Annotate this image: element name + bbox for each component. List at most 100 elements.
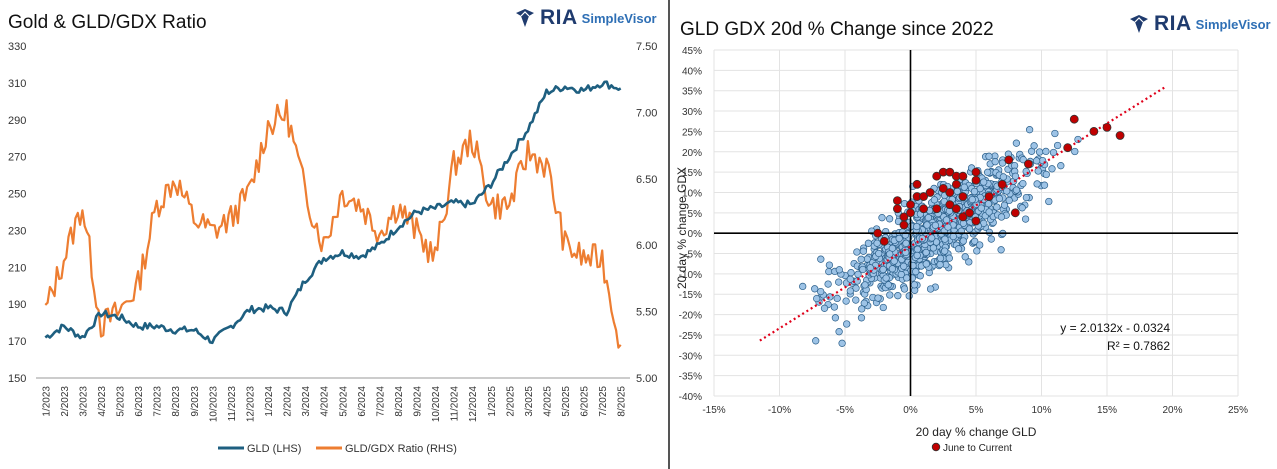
scatter-point: [1057, 162, 1065, 170]
scatter-point: [923, 221, 931, 229]
scatter-point: [930, 196, 939, 204]
legend-label-ratio: GLD/GDX Ratio (RHS): [345, 443, 457, 455]
scatter-point: [846, 275, 854, 283]
y-tick-label: 20%: [682, 148, 702, 159]
scatter-point: [910, 281, 919, 289]
highlight-point: [1004, 155, 1014, 165]
y-axis-title: 20 day % change GDX: [675, 167, 689, 289]
scatter-point: [936, 260, 944, 269]
scatter-point: [913, 245, 922, 253]
scatter-point: [878, 214, 886, 222]
scatter-point: [864, 239, 873, 247]
y-tick-label: 45%: [682, 46, 702, 57]
scatter-point: [838, 339, 846, 347]
scatter-point: [965, 225, 974, 233]
scatter-point: [863, 255, 871, 263]
scatter-point: [980, 178, 988, 186]
scatter-point: [1033, 180, 1041, 188]
scatter-point: [976, 241, 984, 249]
y-tick-label: -30%: [679, 351, 702, 362]
scatter-point: [1048, 165, 1056, 173]
scatter-point: [817, 287, 825, 296]
x-tick-label: -15%: [702, 405, 725, 416]
gld-series-line: [44, 80, 622, 345]
scatter-point: [1042, 147, 1050, 156]
scatter-point: [1040, 181, 1049, 189]
right-y-tick-label: 6.50: [636, 174, 657, 186]
scatter-point: [905, 292, 913, 300]
scatter-point: [847, 269, 855, 277]
scatter-point: [820, 304, 829, 312]
highlight-point: [1010, 208, 1020, 218]
x-tick-label: 7/2025: [598, 386, 609, 417]
highlight-point: [971, 175, 981, 185]
y-tick-label: 5%: [688, 209, 703, 220]
scatter-point: [1012, 186, 1021, 194]
scatter-point: [960, 183, 968, 191]
scatter-point: [890, 257, 898, 265]
scatter-point: [817, 255, 825, 263]
scatter-point: [903, 274, 911, 282]
logo-brand: RIA: [1154, 12, 1192, 35]
x-tick-label: 11/2023: [227, 386, 238, 422]
x-tick-label: 2/2025: [505, 386, 516, 417]
x-tick-label: 3/2024: [301, 386, 312, 417]
left-chart-title: Gold & GLD/GDX Ratio: [8, 12, 207, 33]
scatter-point: [885, 215, 894, 223]
eagle-icon: [1130, 15, 1148, 33]
scatter-point: [853, 248, 861, 256]
left-y-tick-label: 270: [8, 152, 26, 164]
scatter-point: [900, 262, 908, 270]
scatter-point: [902, 239, 910, 247]
right-y-tick-label: 7.50: [636, 41, 657, 53]
scatter-point: [977, 204, 985, 212]
scatter-point: [875, 249, 883, 258]
ratio-series-line: [44, 99, 622, 349]
legend-swatch-highlight: [931, 442, 941, 452]
highlight-point: [919, 192, 929, 201]
highlight-point: [945, 167, 955, 177]
x-tick-label: 20%: [1162, 405, 1182, 416]
scatter-point: [824, 280, 832, 288]
x-tick-label: 8/2023: [171, 386, 182, 417]
right-chart-panel: GLD GDX 20d % Change since 2022 RIA Simp…: [670, 0, 1277, 469]
scatter-point: [931, 221, 940, 229]
x-tick-label: 15%: [1097, 405, 1117, 416]
x-tick-label: 4/2023: [97, 386, 108, 417]
scatter-point: [953, 187, 961, 195]
x-tick-label: 5/2023: [116, 386, 127, 417]
right-y-tick-label: 5.00: [636, 373, 657, 385]
logo-brand: RIA: [540, 6, 578, 29]
scatter-point: [1032, 157, 1041, 165]
panel-divider: [668, 0, 670, 469]
y-tick-label: -20%: [679, 311, 702, 322]
scatter-point: [913, 222, 921, 231]
x-tick-label: 10/2023: [208, 386, 219, 423]
highlight-point: [1063, 143, 1073, 153]
scatter-point: [888, 265, 897, 273]
x-tick-label: 5/2025: [561, 386, 572, 417]
highlight-point: [951, 204, 961, 214]
scatter-point: [813, 294, 821, 303]
scatter-point: [835, 266, 843, 274]
scatter-point: [985, 208, 993, 216]
x-tick-label: 25%: [1228, 405, 1248, 416]
highlight-point: [1089, 127, 1099, 136]
highlight-point: [873, 228, 883, 238]
left-y-tick-label: 250: [8, 189, 26, 201]
scatter-point: [884, 281, 892, 289]
scatter-point: [882, 274, 890, 282]
scatter-point: [993, 203, 1001, 211]
y-tick-label: -15%: [679, 290, 702, 301]
scatter-point: [894, 292, 902, 300]
highlight-point: [958, 171, 968, 181]
scatter-point: [846, 287, 854, 295]
scatter-point: [926, 285, 935, 293]
scatter-point: [1003, 187, 1011, 195]
highlight-point: [971, 167, 981, 177]
scatter-point: [1019, 179, 1027, 188]
highlight-point: [938, 183, 948, 193]
scatter-point: [991, 158, 999, 166]
scatter-point: [949, 232, 957, 241]
legend-label-highlight: June to Current: [943, 443, 1012, 454]
